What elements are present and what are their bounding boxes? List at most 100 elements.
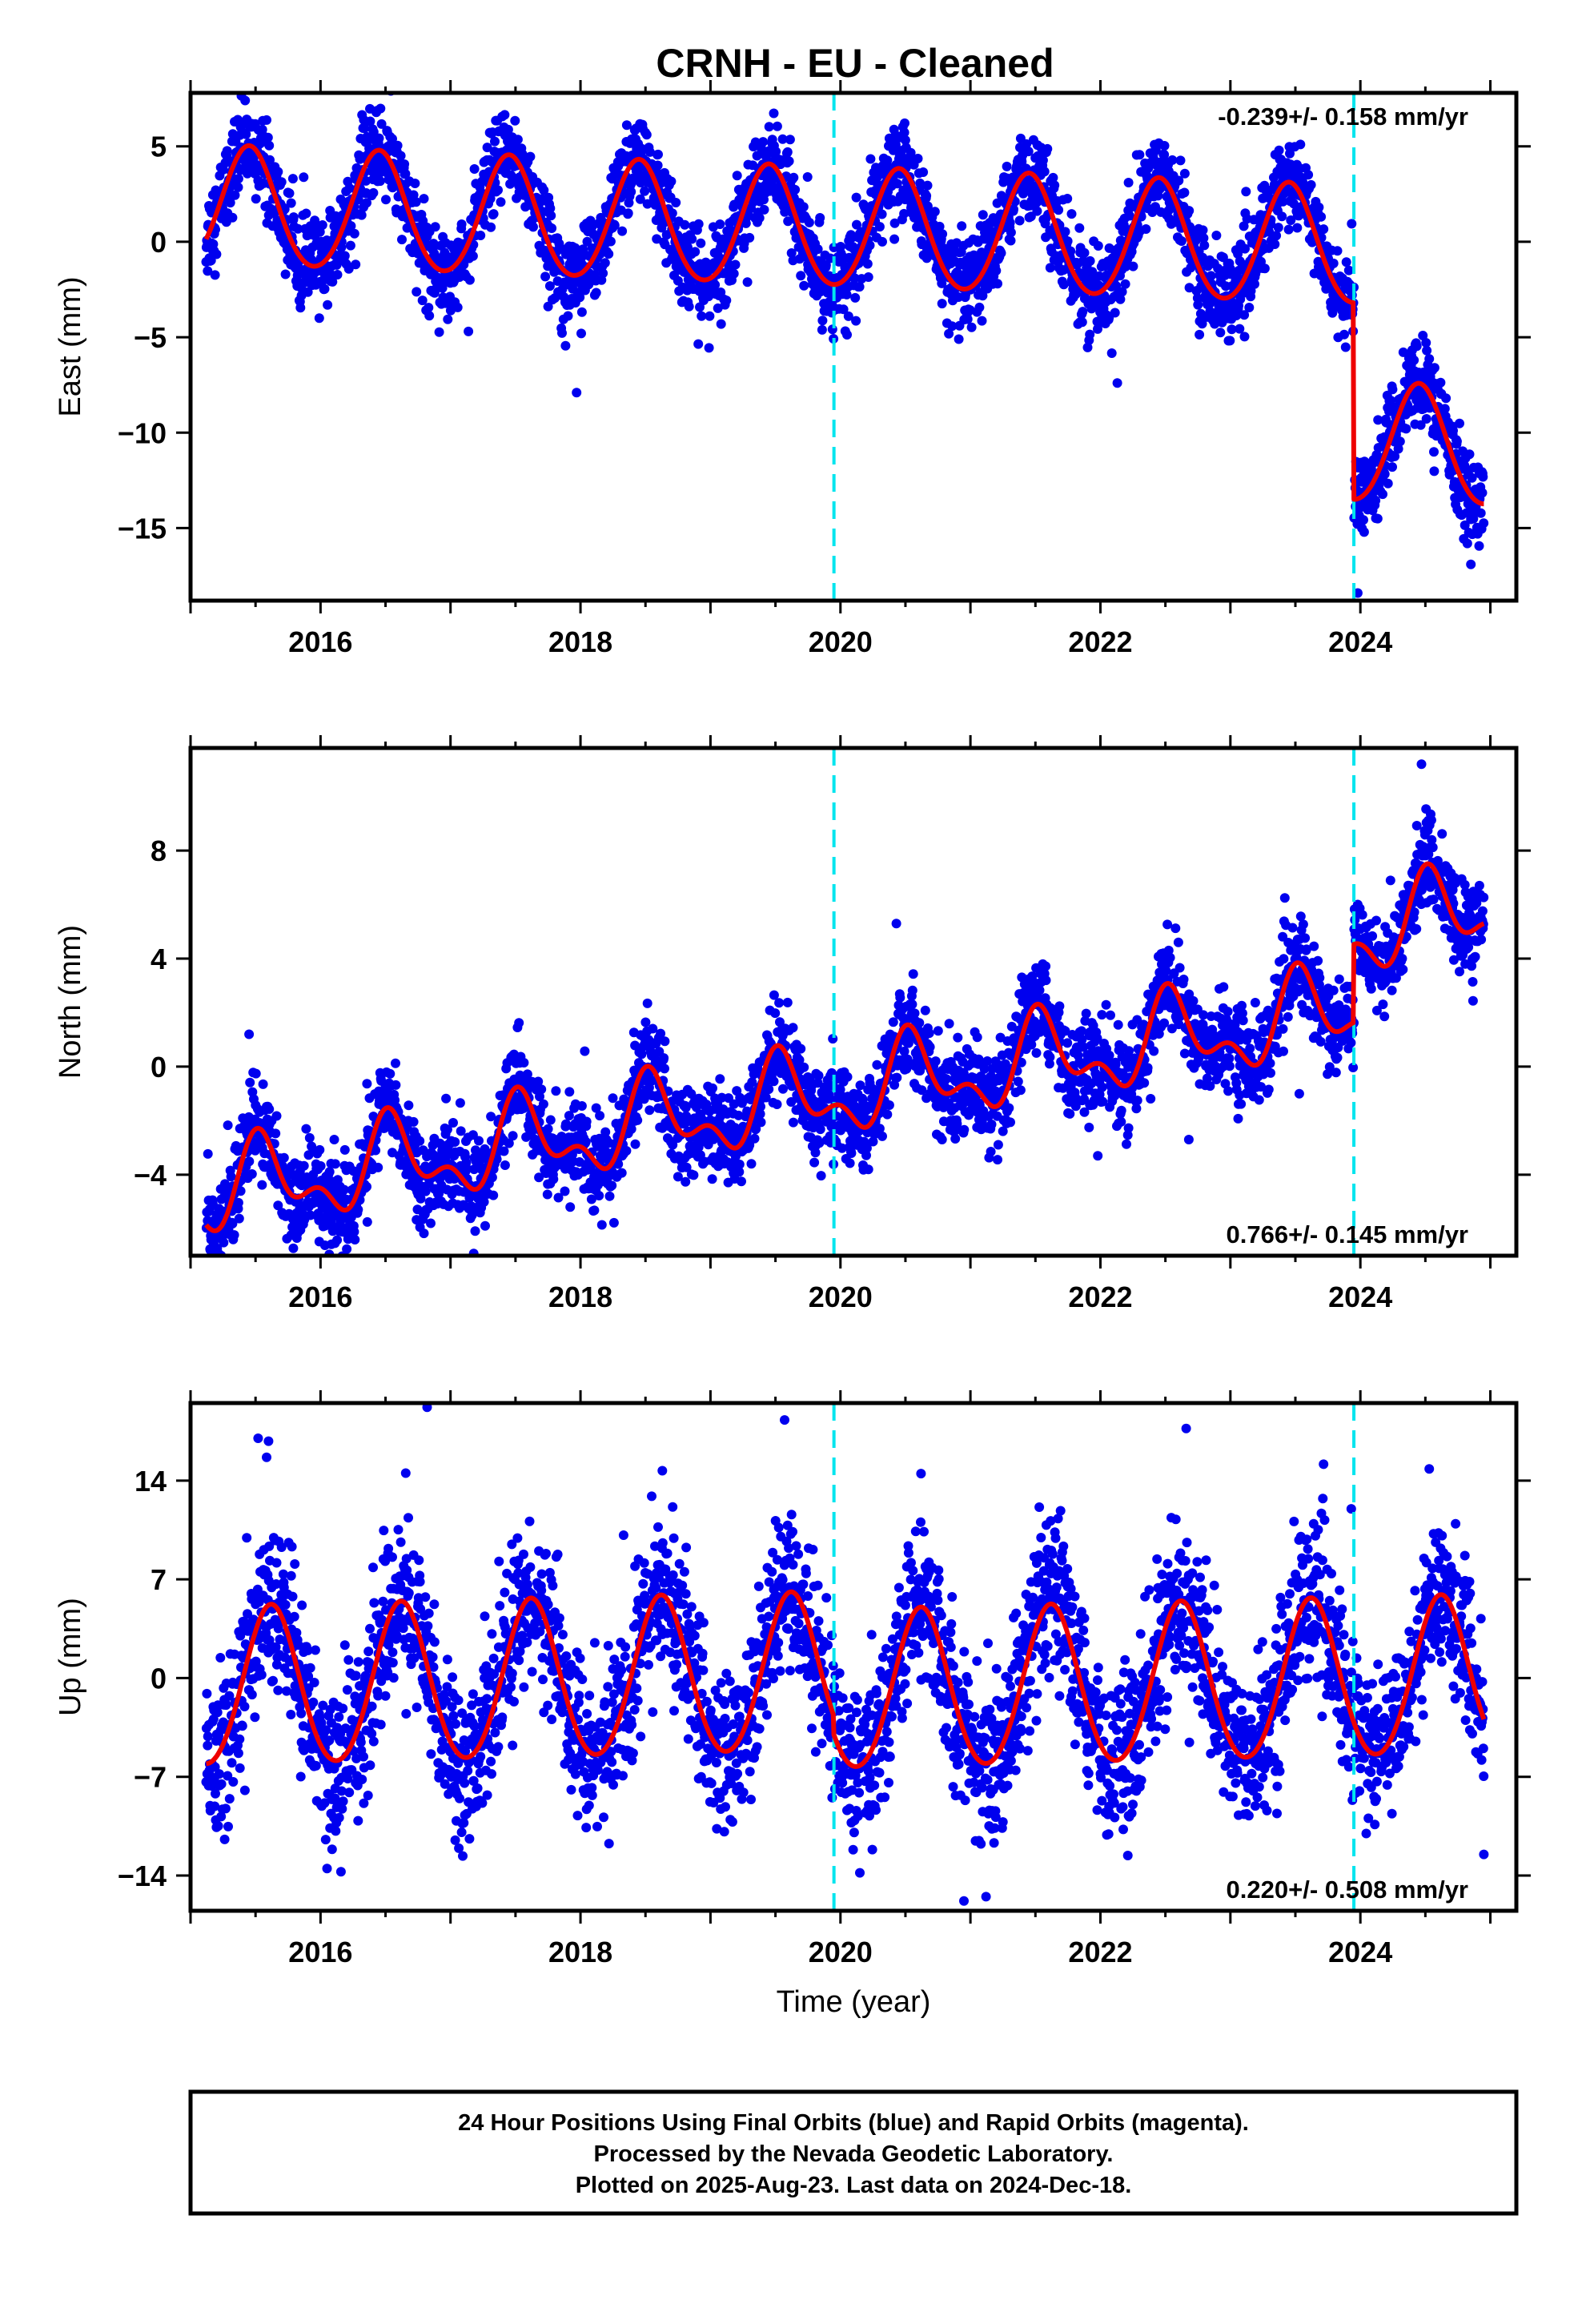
data-point [226, 1172, 236, 1182]
data-point [854, 282, 865, 292]
data-point [1060, 227, 1070, 237]
data-point [1239, 287, 1249, 298]
data-point [754, 213, 765, 223]
east-rate-label: -0.239+/- 0.158 mm/yr [1218, 103, 1468, 131]
data-point [667, 208, 677, 219]
data-point [1332, 246, 1343, 256]
data-point [596, 1220, 607, 1230]
data-point [264, 1104, 275, 1114]
data-point [1244, 303, 1255, 312]
data-point [317, 220, 327, 230]
data-point [356, 210, 367, 220]
data-point [258, 1079, 268, 1089]
data-point [608, 1217, 619, 1228]
data-point [1240, 243, 1250, 254]
data-point [715, 219, 725, 229]
data-point [1198, 225, 1208, 235]
data-point [1285, 148, 1295, 159]
data-point [500, 110, 510, 120]
data-point [408, 1116, 419, 1127]
data-point [630, 1139, 640, 1149]
data-point [1179, 168, 1190, 179]
data-point [361, 175, 371, 186]
data-point [1259, 263, 1270, 274]
data-point [225, 198, 235, 208]
data-point [632, 1115, 643, 1125]
data-point [417, 296, 428, 306]
data-point [617, 226, 628, 236]
data-point [660, 1063, 669, 1074]
data-point [1093, 241, 1103, 251]
data-point [286, 198, 296, 208]
data-point [1078, 307, 1088, 317]
data-point [576, 1101, 587, 1111]
data-point [464, 275, 475, 285]
data-point [991, 266, 1002, 275]
data-point [271, 1111, 282, 1121]
data-point [245, 1077, 255, 1088]
data-point [687, 234, 697, 244]
data-point [799, 1062, 809, 1072]
data-point [1079, 247, 1090, 258]
data-point [889, 234, 900, 244]
data-point [696, 238, 706, 248]
data-point [850, 292, 861, 303]
data-point [1411, 341, 1422, 352]
data-point [1303, 170, 1314, 180]
data-point [777, 134, 788, 144]
data-point [512, 135, 523, 145]
data-point [1306, 179, 1316, 190]
data-point [1175, 155, 1186, 166]
data-point [1085, 255, 1095, 266]
data-point [353, 1204, 363, 1215]
data-point [1062, 194, 1073, 203]
data-point [362, 1181, 371, 1192]
data-point [604, 249, 614, 259]
data-point [385, 1068, 396, 1079]
data-point [817, 324, 827, 335]
data-point [799, 280, 809, 291]
data-point [304, 1132, 315, 1143]
data-point [804, 217, 814, 227]
data-point [501, 163, 512, 174]
data-point [329, 1135, 339, 1144]
data-point [373, 1162, 383, 1172]
data-point [486, 1112, 496, 1122]
data-point [391, 1058, 400, 1068]
data-point [459, 259, 469, 270]
data-point [480, 1220, 490, 1231]
data-point [538, 1099, 548, 1109]
data-point [865, 240, 875, 251]
data-point [415, 1136, 425, 1146]
data-point [1340, 342, 1351, 352]
data-point [1378, 489, 1387, 500]
data-point [375, 176, 385, 187]
data-point [1174, 175, 1184, 186]
data-point [684, 301, 694, 312]
data-point [342, 1244, 352, 1254]
data-point [790, 184, 801, 195]
data-point [350, 1235, 360, 1244]
data-point [802, 172, 813, 182]
data-point [915, 178, 926, 188]
data-point [345, 240, 355, 251]
data-point [560, 1186, 570, 1196]
data-point [769, 1076, 779, 1087]
data-point [323, 300, 333, 310]
data-point [551, 1086, 561, 1096]
data-point [332, 1235, 343, 1245]
data-point [899, 127, 909, 138]
data-point [745, 232, 755, 243]
x-tick-label: 2018 [548, 625, 612, 658]
data-point [1009, 204, 1018, 215]
data-point [838, 304, 849, 315]
data-point [913, 154, 923, 163]
data-point [934, 221, 945, 231]
data-point [332, 270, 343, 279]
data-point [1197, 319, 1207, 329]
y-tick-label: −10 [118, 416, 167, 449]
data-point [1227, 324, 1237, 335]
data-point [1283, 224, 1294, 235]
data-point [351, 259, 361, 270]
